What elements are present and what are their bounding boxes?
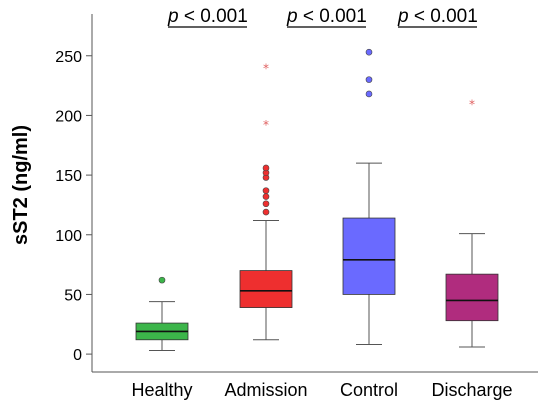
y-axis-label: sST2 (ng/ml) [10, 125, 32, 245]
box-admission: ** [239, 62, 293, 341]
iqr-box [239, 270, 293, 308]
iqr-box [342, 217, 396, 295]
y-tick-label: 0 [73, 347, 82, 364]
outlier-circle [158, 276, 166, 284]
box-discharge: * [445, 98, 499, 348]
outlier-circle [365, 48, 373, 56]
category-label: Control [340, 380, 398, 400]
outlier-circle [365, 76, 373, 83]
extreme-outlier-star: * [263, 118, 269, 132]
outlier-circle [262, 208, 270, 216]
y-tick-label: 250 [55, 49, 82, 66]
significance-annotations: p < 0.001 p < 0.001 p < 0.001 [167, 6, 478, 28]
outlier-circle [262, 200, 270, 208]
y-tick-label: 150 [55, 168, 82, 185]
box-control [342, 48, 396, 346]
category-labels: Healthy Admission Control Discharge [131, 380, 512, 400]
significance-label: p < 0.001 [397, 6, 478, 27]
category-label: Discharge [431, 380, 512, 400]
significance-label: p < 0.001 [167, 6, 248, 27]
y-tick-label: 100 [55, 228, 82, 245]
outlier-circle [262, 193, 270, 200]
iqr-box [445, 273, 499, 322]
box-healthy [135, 276, 189, 352]
axes [91, 14, 538, 373]
category-label: Admission [224, 380, 307, 400]
significance-label: p < 0.001 [286, 6, 367, 27]
outlier-circle [262, 164, 270, 172]
y-tick-label: 50 [64, 287, 82, 304]
y-ticks: 0 50 100 150 200 250 [55, 49, 92, 364]
outlier-circle [365, 90, 373, 98]
boxes: *** [135, 48, 499, 352]
category-label: Healthy [131, 380, 192, 400]
y-tick-label: 200 [55, 108, 82, 125]
extreme-outlier-star: * [263, 62, 269, 76]
outlier-circle [262, 187, 270, 194]
extreme-outlier-star: * [469, 98, 475, 112]
